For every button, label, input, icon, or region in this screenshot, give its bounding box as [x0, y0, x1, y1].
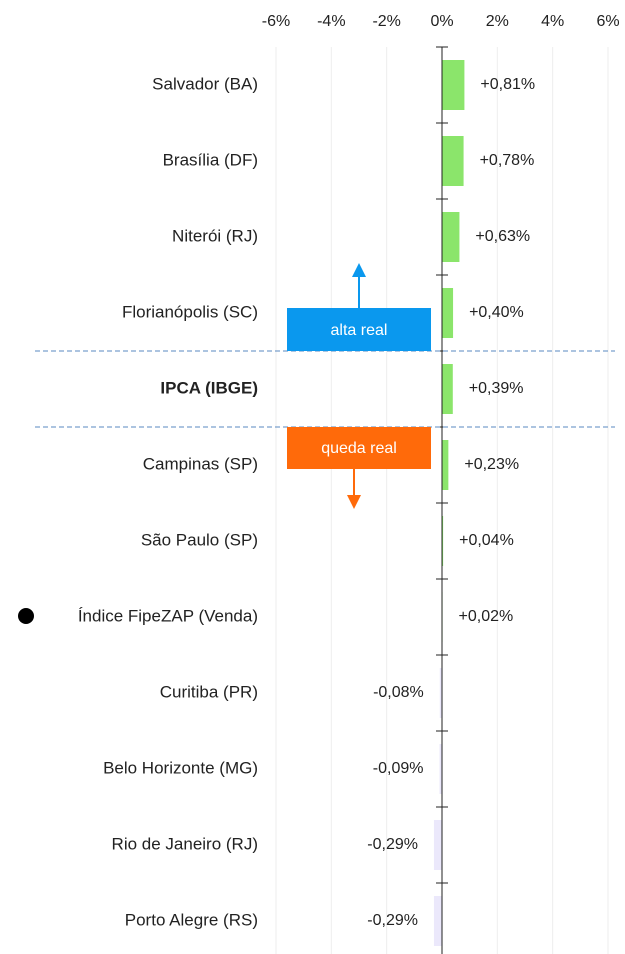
- category-label: Salvador (BA): [152, 74, 258, 93]
- category-label: Índice FipeZAP (Venda): [78, 606, 258, 625]
- x-tick-label: 4%: [541, 13, 564, 30]
- value-label: -0,29%: [367, 836, 418, 853]
- value-label: +0,81%: [480, 76, 535, 93]
- x-tick-label: -6%: [262, 13, 290, 30]
- category-label: Campinas (SP): [143, 454, 258, 473]
- annotation-arrowhead: [352, 263, 366, 277]
- value-label: +0,40%: [469, 304, 524, 321]
- annotation-label: alta real: [331, 322, 388, 339]
- value-label: +0,78%: [480, 152, 535, 169]
- bar: [442, 440, 449, 490]
- value-label: +0,23%: [464, 456, 519, 473]
- value-label: -0,08%: [373, 684, 424, 701]
- bar: [442, 288, 454, 338]
- category-label: Curitiba (PR): [160, 682, 258, 701]
- category-label: Niterói (RJ): [172, 226, 258, 245]
- annotation-box: [287, 427, 431, 469]
- annotation-arrowhead: [347, 495, 361, 509]
- category-label: IPCA (IBGE): [160, 378, 258, 397]
- value-label: +0,04%: [459, 532, 514, 549]
- bar: [442, 136, 464, 186]
- bar: [433, 896, 442, 946]
- category-label: Porto Alegre (RS): [125, 910, 258, 929]
- value-label: -0,09%: [373, 760, 424, 777]
- value-label: +0,02%: [459, 608, 514, 625]
- x-tick-label: -2%: [372, 13, 400, 30]
- x-tick-label: -4%: [317, 13, 345, 30]
- bar: [439, 668, 442, 718]
- annotation-label: queda real: [321, 440, 397, 457]
- category-label: São Paulo (SP): [141, 530, 258, 549]
- bar: [439, 744, 442, 794]
- x-tick-label: 0%: [430, 13, 453, 30]
- bullet: [18, 608, 34, 624]
- category-label: Rio de Janeiro (RJ): [112, 834, 258, 853]
- x-tick-label: 2%: [486, 13, 509, 30]
- bar: [433, 820, 442, 870]
- annotation-box: [287, 308, 431, 351]
- x-tick-label: 6%: [596, 13, 619, 30]
- value-label: +0,63%: [475, 228, 530, 245]
- category-label: Belo Horizonte (MG): [103, 758, 258, 777]
- category-label: Florianópolis (SC): [122, 302, 258, 321]
- bar: [442, 212, 460, 262]
- bar: [442, 516, 444, 566]
- bar: [442, 60, 465, 110]
- value-label: +0,39%: [469, 380, 524, 397]
- value-label: -0,29%: [367, 912, 418, 929]
- bar: [442, 364, 453, 414]
- category-label: Brasília (DF): [163, 150, 258, 169]
